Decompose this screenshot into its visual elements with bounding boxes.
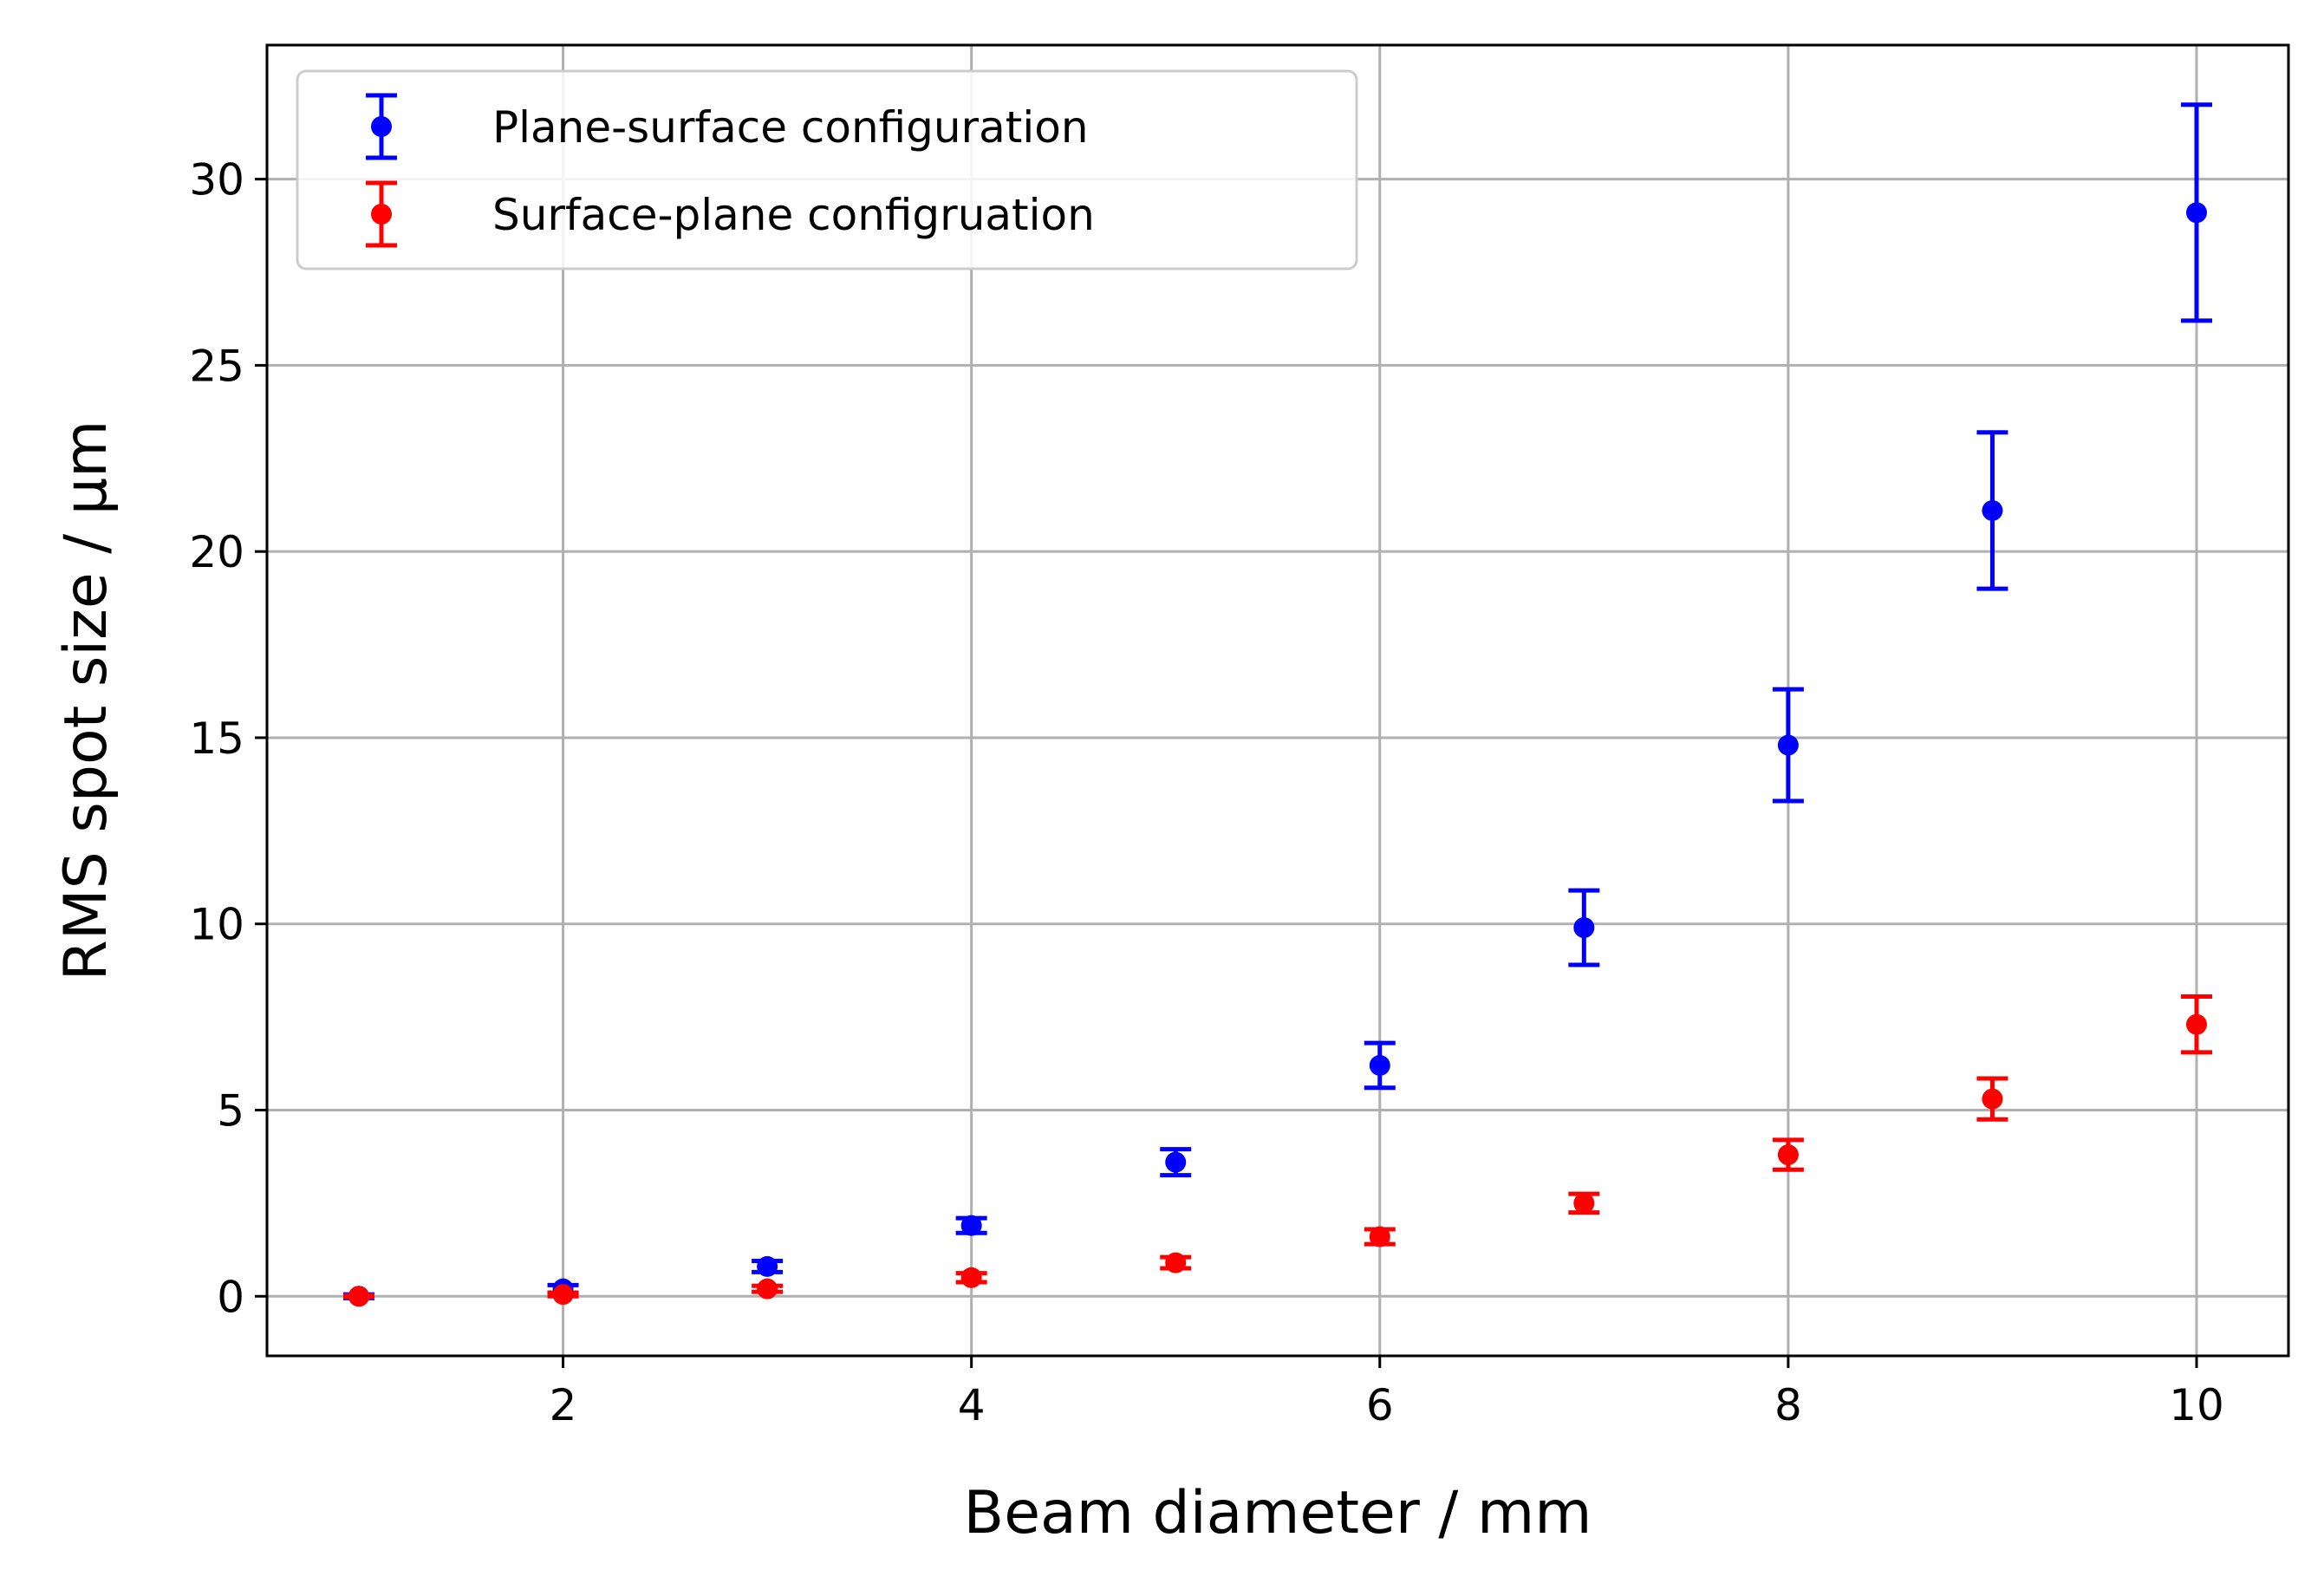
data-point-surface-plane: [1160, 1252, 1192, 1274]
data-point-surface-plane: [2181, 993, 2212, 1055]
x-tick-label: 4: [958, 1380, 986, 1430]
series-surface-plane: [343, 993, 2212, 1307]
data-point-plane-surface: [752, 1255, 784, 1277]
data-point-plane-surface: [1160, 1147, 1192, 1178]
data-point-plane-surface: [1568, 888, 1600, 967]
legend-entry-plane-surface: Plane-surface configuration: [366, 93, 1089, 160]
axes-frame: [265, 43, 2290, 1358]
legend-box: [296, 69, 1358, 270]
data-marker: [757, 1255, 778, 1277]
data-marker: [2186, 202, 2207, 224]
legend-dot: [371, 204, 392, 225]
data-marker: [1777, 1144, 1799, 1166]
data-point-plane-surface: [955, 1215, 987, 1236]
data-layer: [343, 102, 2212, 1307]
data-marker: [757, 1278, 778, 1300]
legend-dot: [371, 116, 392, 137]
data-point-surface-plane: [752, 1278, 784, 1300]
data-point-plane-surface: [2181, 102, 2212, 323]
data-point-surface-plane: [1976, 1076, 2008, 1122]
data-marker: [1165, 1252, 1187, 1274]
data-marker: [1573, 1192, 1595, 1214]
legend-marker-surface-plane: [366, 180, 397, 248]
legend-label-surface-plane: Surface-plane configruation: [492, 190, 1095, 240]
data-marker: [348, 1286, 369, 1307]
y-tick-label: 5: [217, 1086, 244, 1137]
x-axis-label: Beam diameter / mm: [964, 1479, 1592, 1547]
data-point-surface-plane: [1364, 1226, 1396, 1247]
data-point-surface-plane: [955, 1267, 987, 1288]
legend-entry-surface-plane: Surface-plane configruation: [366, 180, 1095, 248]
x-tick-label: 10: [2169, 1380, 2224, 1430]
legend-marker-plane-surface: [366, 93, 397, 160]
data-marker: [1982, 499, 2003, 521]
data-marker: [552, 1284, 574, 1306]
data-marker: [1982, 1088, 2003, 1110]
data-point-plane-surface: [1772, 687, 1804, 804]
data-marker: [2186, 1013, 2207, 1035]
data-point-plane-surface: [1364, 1040, 1396, 1091]
y-tick-label: 20: [189, 527, 244, 577]
y-tick-label: 0: [217, 1272, 244, 1322]
data-marker: [1777, 734, 1799, 756]
data-point-surface-plane: [1772, 1137, 1804, 1172]
x-tick-label: 6: [1366, 1380, 1394, 1430]
x-tick-label: 2: [550, 1380, 577, 1430]
data-marker: [1165, 1151, 1187, 1173]
x-tick-label: 8: [1774, 1380, 1802, 1430]
data-marker: [1369, 1226, 1390, 1247]
y-axis-label: RMS spot size / μm: [52, 420, 120, 981]
data-point-surface-plane: [343, 1286, 374, 1307]
data-point-surface-plane: [1568, 1191, 1600, 1215]
y-tick-label: 30: [189, 155, 244, 205]
y-tick-label: 10: [189, 900, 244, 950]
data-marker: [960, 1267, 982, 1288]
data-marker: [1369, 1054, 1390, 1076]
data-point-plane-surface: [1976, 430, 2008, 591]
legend: Plane-surface configuration Surface-plan…: [296, 69, 1358, 270]
y-tick-label: 25: [189, 341, 244, 391]
data-marker: [960, 1215, 982, 1236]
y-tick-label: 15: [189, 713, 244, 764]
data-point-surface-plane: [547, 1284, 579, 1306]
data-marker: [1573, 917, 1595, 939]
axis-ticks: 2 4 6 8 10 0 5 10 15 20 25 30: [189, 155, 2223, 1430]
legend-label-plane-surface: Plane-surface configuration: [492, 102, 1089, 153]
